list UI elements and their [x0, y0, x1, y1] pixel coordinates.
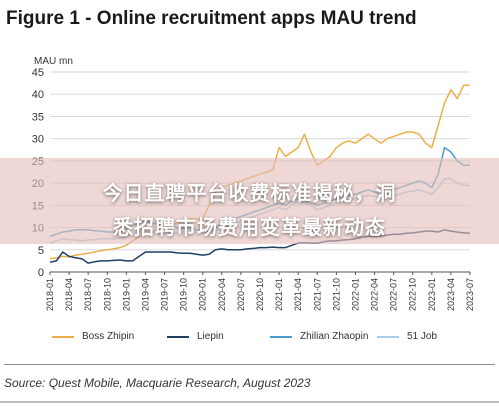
legend-swatch: [52, 335, 74, 338]
x-tick-label: 2019-10: [179, 278, 189, 311]
legend-swatch: [377, 335, 399, 338]
y-tick-label: 40: [32, 89, 44, 101]
legend-swatch: [270, 335, 292, 338]
overlay-headline-line-1: 今日直聘平台收费标准揭秘，洞: [102, 181, 397, 205]
x-tick-label: 2021-04: [293, 278, 303, 311]
source-divider: [4, 364, 495, 365]
x-tick-label: 2022-01: [350, 278, 360, 311]
legend-item-51-job: 51 Job: [377, 331, 437, 342]
y-tick-label: 45: [32, 67, 44, 79]
legend-item-liepin: Liepin: [167, 331, 224, 342]
legend-label: Liepin: [197, 331, 224, 342]
x-tick-label: 2020-10: [255, 278, 265, 311]
y-tick-label: 30: [32, 134, 44, 146]
legend-label: Boss Zhipin: [82, 331, 135, 342]
x-tick-label: 2020-04: [217, 278, 227, 311]
x-tick-label: 2023-01: [427, 278, 437, 311]
x-tick-label: 2021-07: [312, 278, 322, 311]
y-axis-label: MAU mn: [34, 56, 73, 67]
overlay-headline-line-2: 悉招聘市场费用变革最新动态: [113, 215, 386, 239]
x-tick-label: 2019-07: [160, 278, 170, 311]
y-tick-label: 35: [32, 111, 44, 123]
legend-label: Zhilian Zhaopin: [300, 331, 369, 342]
x-tick-label: 2018-10: [102, 278, 112, 311]
chart-legend: Boss Zhipin Liepin Zhilian Zhaopin 51 Job: [0, 331, 499, 351]
x-tick-label: 2020-07: [236, 278, 246, 311]
legend-swatch: [167, 335, 189, 338]
x-tick-label: 2022-07: [389, 278, 399, 311]
x-tick-label: 2019-01: [121, 278, 131, 311]
x-tick-label: 2019-04: [140, 278, 150, 311]
legend-label: 51 Job: [407, 331, 438, 342]
x-tick-label: 2021-01: [274, 278, 284, 311]
x-tick-label: 2021-10: [331, 278, 341, 311]
source-note: Source: Quest Mobile, Macquarie Research…: [4, 376, 311, 390]
figure-title: Figure 1 - Online recruitment apps MAU t…: [6, 8, 417, 29]
x-tick-label: 2022-10: [408, 278, 418, 311]
overlay-banner: [0, 158, 499, 244]
x-tick-label: 2020-01: [198, 278, 208, 311]
x-tick-label: 2023-07: [465, 278, 475, 311]
legend-item-boss-zhipin: Boss Zhipin: [52, 331, 134, 342]
x-tick-label: 2018-01: [45, 278, 55, 311]
bottom-rule: [0, 401, 499, 403]
x-tick-label: 2022-04: [370, 278, 380, 311]
x-tick-label: 2018-07: [83, 278, 93, 311]
y-tick-label: 0: [38, 267, 44, 279]
legend-item-zhilian-zhaopin: Zhilian Zhaopin: [270, 331, 368, 342]
y-tick-label: 5: [38, 245, 44, 257]
overlay-headline[interactable]: 今日直聘平台收费标准揭秘，洞 悉招聘市场费用变革最新动态: [0, 176, 499, 244]
x-tick-label: 2023-04: [446, 278, 456, 311]
x-tick-label: 2018-04: [64, 278, 74, 311]
